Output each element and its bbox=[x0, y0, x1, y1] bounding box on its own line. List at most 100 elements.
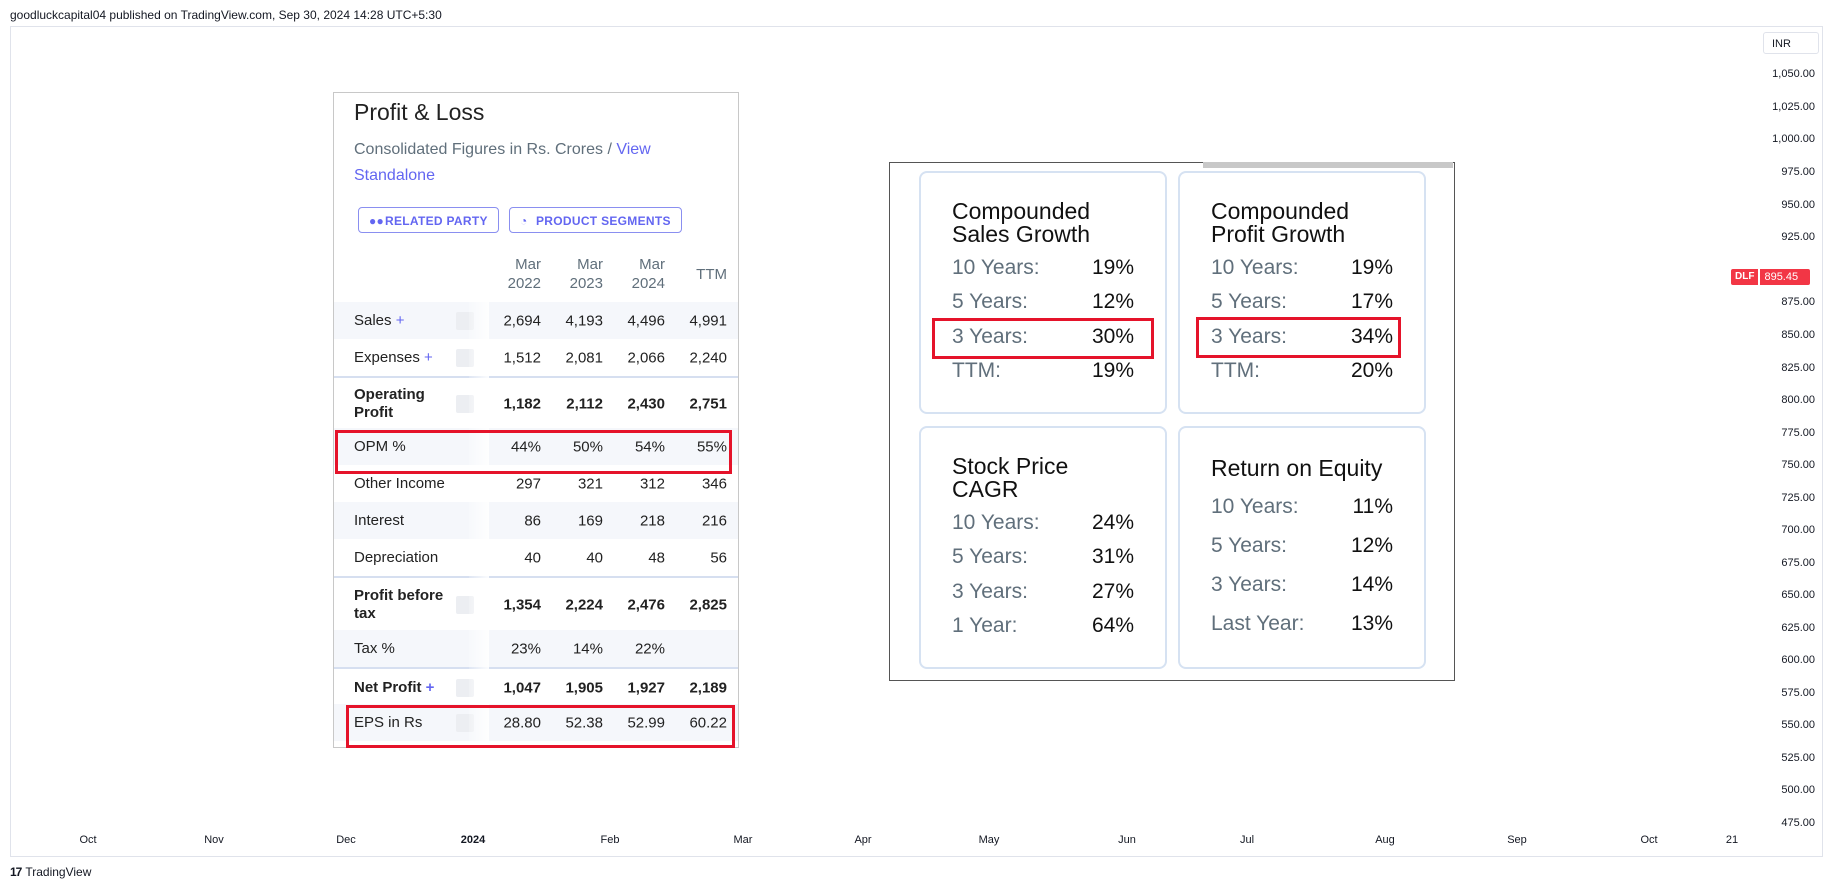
related-party-button[interactable]: ●● RELATED PARTY bbox=[358, 207, 499, 233]
price-tick: 1,025.00 bbox=[1772, 101, 1815, 113]
table-row[interactable]: Sales + 2,694 4,193 4,496 4,991 bbox=[334, 302, 738, 339]
cell: 297 bbox=[515, 475, 541, 492]
symbol-label: DLF bbox=[1731, 269, 1759, 285]
time-tick: Jul bbox=[1239, 834, 1255, 846]
metric-label: 3 Years: bbox=[952, 325, 1028, 348]
growth-metrics-panel: Compounded Sales Growth 10 Years: 19% 5 … bbox=[889, 162, 1455, 681]
cell: 2,081 bbox=[565, 349, 603, 366]
currency-selector[interactable]: INR bbox=[1763, 32, 1819, 54]
table-row: EPS in Rs 28.80 52.38 52.99 60.22 bbox=[334, 704, 738, 741]
cell: 52.38 bbox=[565, 714, 603, 731]
price-tick: 625.00 bbox=[1781, 622, 1815, 634]
price-tick: 675.00 bbox=[1781, 557, 1815, 569]
subtitle-text: Consolidated Figures in Rs. Crores / bbox=[354, 141, 612, 158]
expand-plus-icon[interactable]: + bbox=[425, 678, 435, 696]
column-header: Mar 2023 bbox=[547, 255, 603, 293]
cell: 50% bbox=[572, 438, 603, 455]
cell: 1,512 bbox=[503, 349, 541, 366]
card-title: Compounded Profit Growth bbox=[1211, 198, 1350, 247]
price-tick: 600.00 bbox=[1781, 654, 1815, 666]
cell: 218 bbox=[639, 512, 665, 529]
table-row: Profit before tax 1,354 2,224 2,476 2,82… bbox=[334, 576, 738, 632]
metric-label: 5 Years: bbox=[1211, 290, 1287, 313]
price-tick: 975.00 bbox=[1781, 166, 1815, 178]
cell: 216 bbox=[701, 512, 727, 529]
cell: 2,825 bbox=[689, 596, 727, 614]
table-row: Other Income 297 321 312 346 bbox=[334, 465, 738, 502]
row-label: Depreciation bbox=[354, 548, 439, 566]
price-tick: 1,050.00 bbox=[1772, 68, 1815, 80]
table-row[interactable]: Expenses + 1,512 2,081 2,066 2,240 bbox=[334, 339, 738, 376]
cell: 2,066 bbox=[627, 349, 665, 366]
panel-subtitle: Consolidated Figures in Rs. Crores / Vie… bbox=[354, 137, 694, 189]
time-axis[interactable]: Oct Nov Dec 2024 Feb Mar Apr May Jun Jul… bbox=[10, 834, 1755, 854]
brand-name: TradingView bbox=[25, 865, 92, 879]
metric-label: Last Year: bbox=[1211, 612, 1305, 635]
chart-pane[interactable] bbox=[10, 26, 1823, 857]
expand-plus-icon[interactable]: + bbox=[424, 348, 433, 366]
price-tick: 725.00 bbox=[1781, 492, 1815, 504]
column-header-line: 2022 bbox=[507, 275, 541, 292]
price-tick: 1,000.00 bbox=[1772, 133, 1815, 145]
price-tick: 700.00 bbox=[1781, 524, 1815, 536]
panel-title: Profit & Loss bbox=[354, 99, 485, 125]
product-segments-button[interactable]: ◔ PRODUCT SEGMENTS bbox=[509, 207, 682, 233]
metric-value: 31% bbox=[1091, 545, 1134, 568]
price-tick: 825.00 bbox=[1781, 362, 1815, 374]
time-tick: Oct bbox=[79, 834, 97, 846]
column-header: TTM bbox=[671, 265, 727, 284]
tradingview-footer[interactable]: 17 TradingView bbox=[10, 865, 91, 879]
metric-value: 17% bbox=[1350, 290, 1393, 313]
cell: 2,240 bbox=[689, 349, 727, 366]
metric-value: 24% bbox=[1091, 511, 1134, 534]
tradingview-logo-icon: 17 bbox=[10, 865, 22, 879]
table-row[interactable]: Net Profit + 1,047 1,905 1,927 2,189 bbox=[334, 667, 738, 706]
column-header-line: 2023 bbox=[569, 275, 603, 292]
cell: 40 bbox=[586, 549, 603, 566]
return-on-equity-card: Return on Equity 10 Years: 11% 5 Years: … bbox=[1178, 426, 1426, 669]
time-tick: Mar bbox=[733, 834, 753, 846]
price-tick: 800.00 bbox=[1781, 394, 1815, 406]
cell: 1,927 bbox=[627, 679, 665, 696]
cell: 44% bbox=[510, 438, 541, 455]
pie-chart-icon: ◔ bbox=[520, 214, 528, 228]
row-label: Expenses + bbox=[354, 348, 433, 366]
price-tick: 550.00 bbox=[1781, 719, 1815, 731]
metric-label: 3 Years: bbox=[952, 580, 1028, 603]
metric-value: 34% bbox=[1350, 325, 1393, 348]
metric-value: 27% bbox=[1091, 580, 1134, 603]
price-tick: 525.00 bbox=[1781, 752, 1815, 764]
last-price-label: 895.45 bbox=[1760, 269, 1811, 285]
column-header-line: Mar bbox=[577, 256, 603, 273]
time-tick: Feb bbox=[600, 834, 620, 846]
metric-label: 5 Years: bbox=[952, 545, 1028, 568]
row-label: Tax % bbox=[354, 639, 395, 657]
horizontal-scrollbar[interactable] bbox=[1203, 162, 1453, 168]
price-tick: 650.00 bbox=[1781, 589, 1815, 601]
expand-plus-icon[interactable]: + bbox=[395, 311, 405, 329]
price-tick: 925.00 bbox=[1781, 231, 1815, 243]
card-title: Stock Price CAGR bbox=[952, 453, 1069, 502]
row-label: Interest bbox=[354, 511, 405, 529]
cell: 2,224 bbox=[565, 596, 603, 614]
view-standalone-link[interactable]: View Standalone bbox=[354, 141, 651, 184]
metric-value: 19% bbox=[1350, 256, 1393, 279]
cell: 1,047 bbox=[503, 679, 541, 696]
cell: 4,496 bbox=[627, 312, 665, 329]
cell: 169 bbox=[577, 512, 603, 529]
table-row: OPM % 44% 50% 54% 55% bbox=[334, 428, 738, 465]
cell: 2,476 bbox=[627, 596, 665, 614]
cell: 1,905 bbox=[565, 679, 603, 696]
table-row: Tax % 23% 14% 22% bbox=[334, 630, 738, 667]
price-tick: 950.00 bbox=[1781, 199, 1815, 211]
stock-price-cagr-card: Stock Price CAGR 10 Years: 24% 5 Years: … bbox=[919, 426, 1167, 669]
metric-label: TTM: bbox=[1211, 359, 1260, 382]
column-header: Mar 2022 bbox=[485, 255, 541, 293]
metric-label: 10 Years: bbox=[952, 511, 1040, 534]
column-header: Mar 2024 bbox=[609, 255, 665, 293]
cell: 321 bbox=[577, 475, 603, 492]
time-tick: Dec bbox=[336, 834, 356, 846]
highlight-sales-3y bbox=[932, 318, 1154, 359]
profit-growth-card: Compounded Profit Growth 10 Years: 19% 5… bbox=[1178, 171, 1426, 414]
price-axis[interactable]: 1,050.00 1,025.00 1,000.00 975.00 950.00… bbox=[1755, 26, 1823, 857]
